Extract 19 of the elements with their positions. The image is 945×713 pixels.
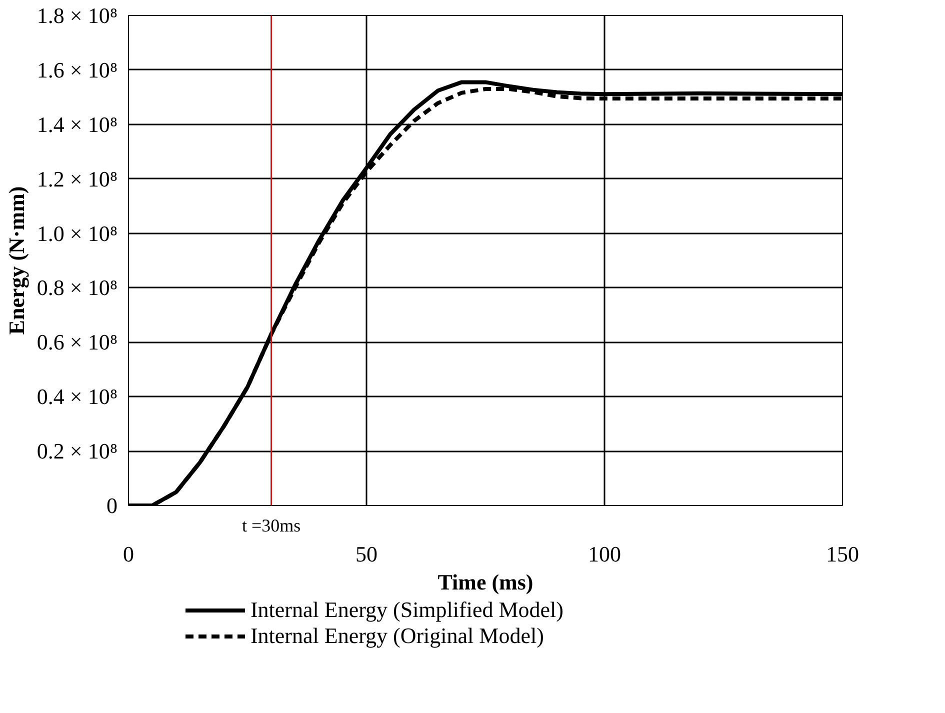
x-tick-label: 100 [588,542,621,566]
y-tick-label: 1.0 × 10⁸ [36,220,118,246]
y-tick-label: 0.8 × 10⁸ [36,275,118,300]
x-tick-label: 150 [826,542,859,566]
y-tick-label: 1.4 × 10⁸ [36,112,118,137]
y-tick-label: 1.8 × 10⁸ [36,3,118,28]
y-tick-label: 1.6 × 10⁸ [36,57,118,82]
legend-label: Internal Energy (Simplified Model) [250,597,564,623]
x-tick-label: 50 [356,542,378,566]
x-tick-label: 0 [123,542,134,566]
y-tick-label: 0.6 × 10⁸ [36,330,118,355]
legend-label: Internal Energy (Original Model) [250,623,544,649]
y-tick-label: 0 [106,493,118,518]
y-tick-label: 1.2 × 10⁸ [36,166,118,192]
y-tick-label: 0.4 × 10⁸ [36,384,118,410]
y-axis-title: Energy (N·mm) [4,186,29,335]
y-tick-label: 0.2 × 10⁸ [36,438,118,464]
ref-line-label: t =30ms [242,516,301,536]
x-axis-title: Time (ms) [438,570,534,594]
